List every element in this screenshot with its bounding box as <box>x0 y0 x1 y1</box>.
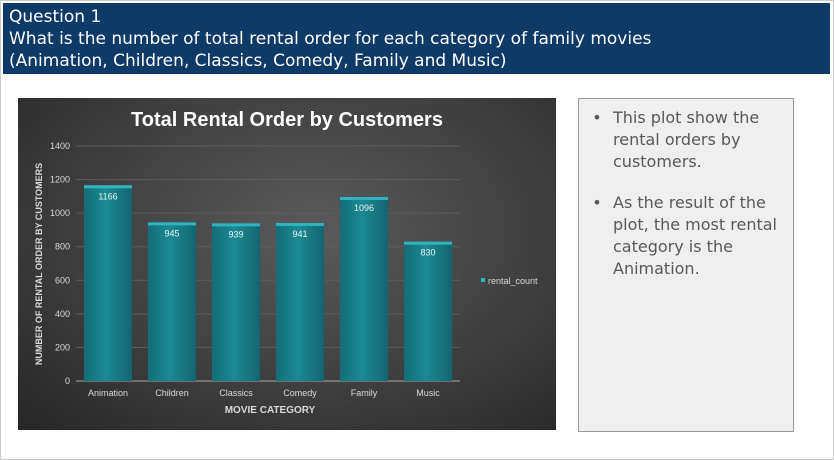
data-label: 830 <box>420 248 435 258</box>
chart-title: Total Rental Order by Customers <box>131 109 443 131</box>
bar-top-highlight <box>84 185 132 189</box>
bar-top-highlight <box>404 241 452 245</box>
x-axis-title: MOVIE CATEGORY <box>225 405 316 416</box>
bar <box>340 197 388 381</box>
y-tick-label: 200 <box>55 342 70 352</box>
bar-top-highlight <box>276 223 324 227</box>
data-label: 1096 <box>354 203 374 213</box>
legend-label: rental_count <box>488 276 538 286</box>
note-text: As the result of the plot, the most rent… <box>613 193 777 278</box>
data-label: 939 <box>228 229 243 239</box>
y-tick-label: 1400 <box>50 141 70 151</box>
data-label: 941 <box>292 229 307 239</box>
y-tick-label: 1000 <box>50 208 70 218</box>
chart-panel: Total Rental Order by Customers 0 200 400 60… <box>18 98 556 430</box>
x-tick-label: Family <box>351 388 378 398</box>
x-tick-label: Music <box>416 388 440 398</box>
y-axis-title: NUMBER OF RENTAL ORDER BY CUSTOMERS <box>34 163 44 365</box>
y-tick-label: 800 <box>55 242 70 252</box>
bullet-icon: • <box>592 193 602 212</box>
question-categories: (Animation, Children, Classics, Comedy, … <box>9 51 507 71</box>
bar <box>212 223 260 381</box>
legend-swatch <box>481 278 485 282</box>
x-tick-label: Animation <box>88 388 128 398</box>
bar-top-highlight <box>148 222 196 226</box>
note-text: This plot show the rental orders by cust… <box>613 108 760 171</box>
x-tick-label: Children <box>155 388 189 398</box>
bar <box>84 185 132 381</box>
bar-chart: Total Rental Order by Customers 0 200 400 60… <box>34 109 538 416</box>
bar-top-highlight <box>340 197 388 201</box>
y-tick-label: 600 <box>55 275 70 285</box>
y-tick-label: 400 <box>55 309 70 319</box>
bar <box>148 222 196 381</box>
bar-top-highlight <box>212 223 260 227</box>
data-label: 1166 <box>98 191 117 201</box>
bar <box>404 241 452 381</box>
question-text: What is the number of total rental order… <box>9 29 652 49</box>
y-tick-label: 0 <box>65 376 70 386</box>
bar <box>276 223 324 381</box>
x-tick-label: Classics <box>219 388 253 398</box>
y-tick-label: 1200 <box>50 175 70 185</box>
x-tick-label: Comedy <box>283 388 317 398</box>
data-label: 945 <box>164 228 179 238</box>
question-header: Question 1 What is the number of total r… <box>3 3 830 74</box>
notes-box: • This plot show the rental orders by cu… <box>578 98 794 432</box>
question-number: Question 1 <box>9 7 102 27</box>
bullet-icon: • <box>592 108 602 127</box>
